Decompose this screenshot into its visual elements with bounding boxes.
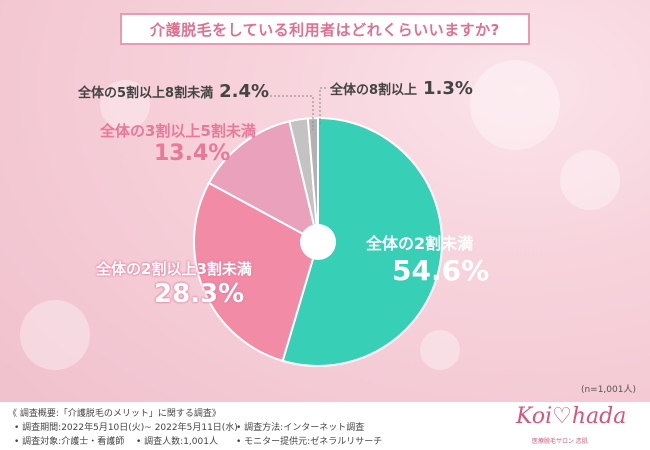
sample-size: (n=1,001人) — [580, 385, 636, 395]
koihada-logo-sub: 医療脱毛サロン 恋肌 — [532, 438, 588, 445]
label-slice-lt20-category: 全体の2割未満 — [366, 234, 474, 253]
label-slice-gte80-value: 1.3% — [423, 78, 473, 99]
footer-provider: • モニター提供元:ゼネラルリサーチ — [236, 437, 383, 447]
chart-title: 介護脱毛をしている利用者はどれくらいいますか? — [120, 13, 530, 45]
label-slice-20-30-value: 28.3% — [154, 279, 245, 309]
leader-line-gte80 — [319, 87, 326, 124]
label-slice-30-50-category: 全体の3割以上5割未満 — [100, 122, 256, 140]
footer-period: • 調査期間:2022年5月10日(火)~ 2022年5月11日(水) — [14, 423, 238, 433]
slice-20-30 — [193, 181, 320, 363]
label-slice-30-50: 全体の3割以上5割未満 13.4% — [100, 120, 256, 166]
footer-method: • 調査方法:インターネット調査 — [236, 423, 365, 433]
label-slice-lt20-value: 54.6% — [392, 254, 490, 287]
label-slice-20-30-category: 全体の2割以上3割未満 — [96, 260, 252, 278]
label-slice-50-80: 全体の5割以上8割未満 2.4% — [78, 81, 269, 102]
label-slice-gte80: 全体の8割以上 1.3% — [330, 78, 473, 99]
slice-30-50 — [207, 120, 320, 244]
footer-heading: 《 調査概要:「介護脱毛のメリット」に関する調査》 — [8, 409, 221, 419]
footer-target: • 調査対象:介護士・看護師 — [14, 437, 125, 447]
footer-count: • 調査人数:1,001人 — [136, 437, 218, 447]
slice-lt20 — [281, 116, 443, 367]
donut-hole — [300, 224, 336, 260]
label-slice-lt20: 全体の2割未満 54.6% — [366, 230, 489, 287]
label-slice-30-50-value: 13.4% — [154, 141, 231, 166]
label-slice-50-80-category: 全体の5割以上8割未満 — [78, 86, 214, 101]
label-slice-50-80-value: 2.4% — [219, 81, 270, 102]
leader-line-50-80 — [270, 95, 314, 130]
label-slice-gte80-category: 全体の8割以上 — [330, 83, 418, 98]
survey-footer: 《 調査概要:「介護脱毛のメリット」に関する調査》 • 調査期間:2022年5月… — [0, 402, 650, 450]
label-slice-20-30: 全体の2割以上3割未満 28.3% — [96, 258, 252, 309]
koihada-logo: Koi♡hada — [516, 404, 627, 429]
